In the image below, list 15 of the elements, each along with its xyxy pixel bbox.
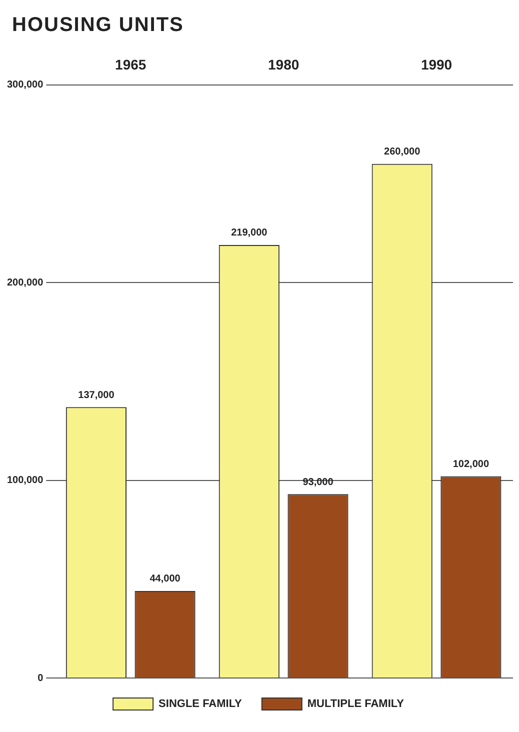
y-tick-label: 100,000 <box>6 475 44 486</box>
y-tick-label: 200,000 <box>6 277 44 288</box>
data-label: 260,000 <box>384 146 421 158</box>
data-label: 44,000 <box>150 574 181 585</box>
legend-label: MULTIPLE FAMILY <box>307 698 405 710</box>
data-label: 219,000 <box>231 228 268 239</box>
x-tick-label: 1990 <box>420 56 452 72</box>
x-tick-label: 1965 <box>115 56 146 72</box>
y-tick-label: 300,000 <box>6 80 44 91</box>
x-tick-label: 1980 <box>268 56 300 72</box>
y-tick-label: 0 <box>38 672 44 684</box>
data-label: 102,000 <box>452 459 490 470</box>
legend-label: SINGLE FAMILY <box>158 698 243 710</box>
data-label: 137,000 <box>78 390 115 401</box>
chart-title: HOUSING UNITS <box>12 14 185 38</box>
